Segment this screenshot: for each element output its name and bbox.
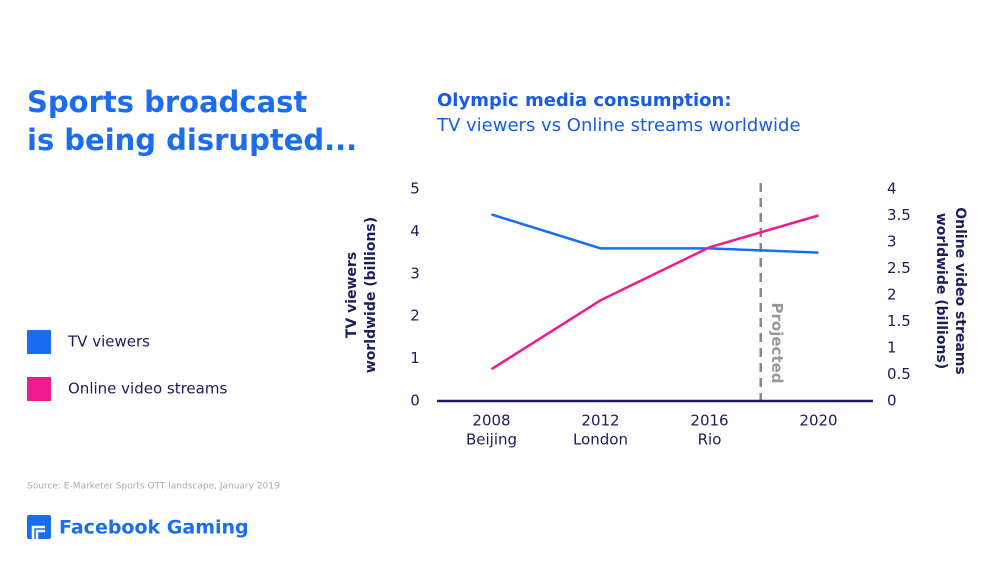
y2-tick-label: 0.5 — [887, 365, 911, 383]
y2-tick-label: 1 — [887, 339, 897, 357]
y-tick-label: 0 — [410, 392, 420, 410]
y2-tick-label: 4 — [887, 180, 897, 198]
x-tick-label: 2016 — [690, 412, 728, 430]
x-tick-label: 2008 — [472, 412, 510, 430]
y2-tick-label: 2.5 — [887, 259, 911, 277]
y-tick-label: 1 — [410, 349, 420, 367]
y2-tick-label: 2 — [887, 286, 897, 304]
x-tick-sublabel: Beijing — [466, 431, 517, 449]
chart-subtitle: TV viewers vs Online streams worldwide — [436, 115, 801, 136]
legend-label: TV viewers — [67, 333, 150, 351]
series-line — [491, 213, 819, 254]
y-tick-label: 4 — [410, 222, 420, 240]
legend-label: Online video streams — [68, 380, 227, 398]
y2-axis-label: worldwide (billions) — [933, 213, 949, 369]
headline: Sports broadcast — [27, 85, 307, 119]
legend-swatch — [27, 377, 51, 401]
y-axis-label: worldwide (billions) — [363, 217, 379, 373]
y-tick-label: 3 — [410, 264, 420, 282]
y-axis-label: TV viewers — [344, 252, 360, 338]
x-tick-label: 2012 — [581, 412, 619, 430]
x-tick-label: 2020 — [799, 412, 837, 430]
headline: is being disrupted... — [27, 123, 357, 157]
x-tick-sublabel: London — [573, 431, 628, 449]
y2-tick-label: 3.5 — [887, 206, 911, 224]
projected-label: Projected — [768, 303, 786, 384]
source: Source: E-Marketer Sports OTT landscape,… — [27, 482, 280, 492]
y2-tick-label: 3 — [887, 233, 897, 251]
chart-title: Olympic media consumption: — [437, 90, 732, 111]
y2-axis-label: Online video streams — [952, 207, 968, 375]
y-tick-label: 5 — [410, 180, 420, 198]
x-tick-sublabel: Rio — [698, 431, 722, 449]
series-line — [490, 214, 819, 371]
brand-logo: Facebook Gaming — [27, 515, 249, 539]
y2-tick-label: 1.5 — [887, 312, 911, 330]
y2-tick-label: 0 — [887, 392, 897, 410]
legend-swatch — [27, 330, 51, 354]
brand-name: Facebook Gaming — [59, 517, 249, 539]
brand-icon-glyph — [31, 525, 45, 539]
y-tick-label: 2 — [410, 307, 420, 325]
